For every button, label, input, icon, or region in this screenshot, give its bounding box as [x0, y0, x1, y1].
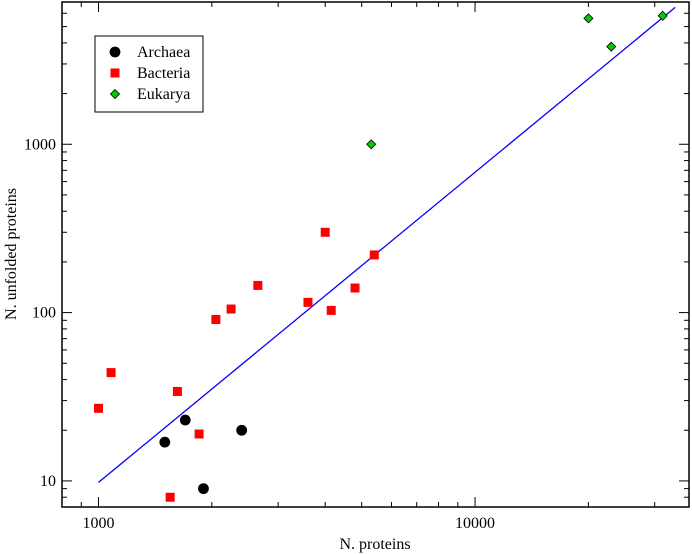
archaea-point — [236, 424, 248, 436]
bacteria-point — [369, 250, 379, 260]
archaea-point — [159, 436, 171, 448]
y-axis-label: N. unfolded proteins — [3, 188, 20, 320]
legend-label-archaea: Archaea — [137, 44, 190, 61]
y-tick-label: 10 — [40, 473, 56, 490]
y-tick-label: 100 — [32, 305, 56, 322]
eukarya-point — [366, 139, 377, 150]
y-tick-label: 1000 — [24, 136, 56, 153]
bacteria-point — [93, 403, 103, 413]
legend-marker-archaea — [109, 46, 121, 58]
x-tick-label: 1000 — [82, 515, 114, 532]
fit-line-layer — [98, 6, 676, 483]
bacteria-point — [226, 304, 236, 314]
bacteria-point — [194, 429, 204, 439]
data-points — [93, 10, 668, 502]
legend-label-bacteria: Bacteria — [137, 65, 190, 82]
legend: Archaea Bacteria Eukarya — [94, 35, 204, 113]
bacteria-point — [320, 227, 330, 237]
legend-label-eukarya: Eukarya — [137, 86, 190, 103]
bacteria-point — [326, 305, 336, 315]
tick-labels: 1000 10000 10 100 1000 — [24, 136, 495, 532]
legend-marker-bacteria — [110, 68, 120, 78]
eukarya-point — [657, 10, 668, 21]
axis-ticks — [61, 1, 689, 508]
bacteria-point — [172, 386, 182, 396]
x-tick-label: 10000 — [455, 515, 495, 532]
bacteria-point — [211, 314, 221, 324]
archaea-point — [198, 483, 209, 495]
bacteria-point — [350, 283, 360, 293]
eukarya-point — [606, 41, 617, 52]
x-axis-label: N. proteins — [339, 536, 410, 553]
bacteria-point — [165, 492, 175, 502]
archaea-point — [179, 414, 191, 426]
bacteria-point — [253, 280, 263, 290]
bacteria-point — [106, 368, 116, 378]
bacteria-point — [303, 297, 313, 307]
eukarya-point — [583, 13, 594, 24]
legend-marker-eukarya — [109, 88, 121, 100]
fit-line — [98, 6, 676, 483]
